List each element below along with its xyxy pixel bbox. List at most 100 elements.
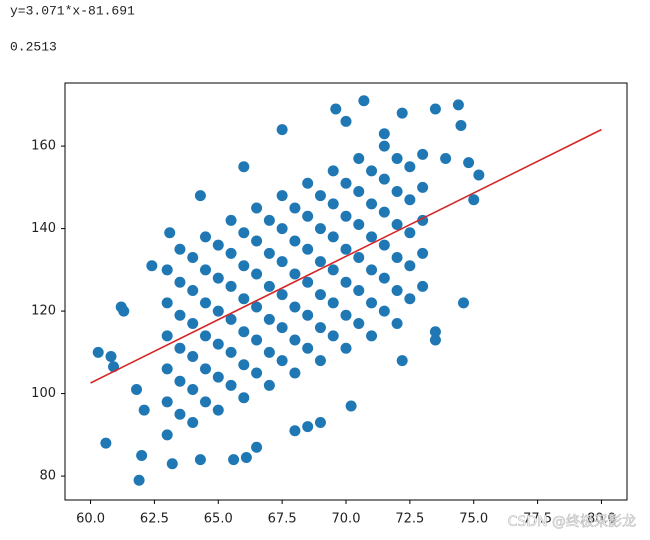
point bbox=[327, 297, 339, 309]
point bbox=[276, 322, 288, 334]
point bbox=[240, 452, 252, 464]
point bbox=[314, 256, 326, 268]
point bbox=[251, 367, 263, 379]
point bbox=[314, 322, 326, 334]
point bbox=[105, 350, 117, 362]
point bbox=[455, 119, 467, 131]
point bbox=[161, 330, 173, 342]
point bbox=[452, 99, 464, 111]
point bbox=[136, 449, 148, 461]
point bbox=[378, 272, 390, 284]
point bbox=[345, 400, 357, 412]
point bbox=[251, 202, 263, 214]
point bbox=[276, 355, 288, 367]
point bbox=[378, 128, 390, 140]
point bbox=[187, 383, 199, 395]
point bbox=[174, 375, 186, 387]
point bbox=[146, 260, 158, 272]
y-tick-label: 80 bbox=[39, 469, 56, 484]
point bbox=[378, 206, 390, 218]
point bbox=[314, 223, 326, 235]
point bbox=[200, 330, 211, 342]
axes-frame bbox=[64, 82, 628, 501]
point bbox=[458, 297, 470, 309]
point bbox=[200, 231, 211, 243]
point bbox=[353, 185, 365, 197]
point bbox=[378, 140, 390, 152]
point bbox=[340, 276, 352, 288]
point bbox=[225, 247, 237, 259]
point bbox=[378, 239, 390, 251]
point bbox=[133, 474, 145, 486]
point bbox=[417, 280, 429, 292]
point bbox=[212, 239, 224, 251]
point bbox=[212, 338, 224, 350]
point bbox=[302, 243, 314, 255]
point bbox=[161, 297, 173, 309]
point bbox=[187, 317, 199, 329]
point bbox=[187, 251, 199, 263]
fit-line bbox=[90, 128, 602, 384]
point bbox=[161, 264, 173, 276]
point bbox=[302, 421, 314, 433]
point bbox=[404, 161, 416, 173]
point bbox=[440, 152, 452, 164]
point bbox=[340, 115, 352, 127]
point bbox=[238, 293, 250, 305]
point bbox=[289, 202, 301, 214]
point bbox=[228, 454, 240, 466]
x-tick-label: 62.5 bbox=[140, 512, 169, 527]
point bbox=[417, 148, 429, 160]
point bbox=[161, 396, 173, 408]
point bbox=[212, 272, 224, 284]
point bbox=[166, 458, 178, 470]
point bbox=[276, 124, 288, 136]
point bbox=[396, 107, 408, 119]
point bbox=[238, 260, 250, 272]
point bbox=[251, 268, 263, 280]
point bbox=[225, 214, 237, 226]
point bbox=[353, 251, 365, 263]
point bbox=[302, 342, 314, 354]
point bbox=[429, 103, 441, 115]
point bbox=[263, 313, 275, 325]
point bbox=[404, 227, 416, 239]
point bbox=[429, 326, 441, 338]
point bbox=[200, 264, 211, 276]
point bbox=[92, 346, 104, 358]
point bbox=[200, 396, 211, 408]
point bbox=[417, 181, 429, 193]
point bbox=[289, 334, 301, 346]
point bbox=[417, 247, 429, 259]
point bbox=[194, 454, 206, 466]
point bbox=[174, 243, 186, 255]
point bbox=[340, 342, 352, 354]
point bbox=[263, 280, 275, 292]
point bbox=[263, 346, 275, 358]
point bbox=[353, 218, 365, 230]
point bbox=[161, 429, 173, 441]
x-tick-label: 60.0 bbox=[76, 512, 105, 527]
x-tick-label: 72.5 bbox=[395, 512, 424, 527]
point bbox=[366, 231, 378, 243]
point bbox=[314, 355, 326, 367]
point bbox=[366, 198, 378, 210]
point bbox=[366, 297, 378, 309]
point bbox=[429, 334, 441, 346]
point bbox=[302, 309, 314, 321]
point bbox=[330, 103, 342, 115]
point bbox=[327, 231, 339, 243]
point bbox=[404, 194, 416, 206]
point bbox=[289, 268, 301, 280]
point bbox=[391, 284, 403, 296]
point bbox=[174, 408, 186, 420]
point bbox=[276, 190, 288, 202]
point bbox=[340, 309, 352, 321]
point bbox=[238, 227, 250, 239]
x-tick-label: 70.0 bbox=[332, 512, 361, 527]
x-tick-label: 65.0 bbox=[204, 512, 233, 527]
point bbox=[238, 392, 250, 404]
point bbox=[263, 379, 275, 391]
